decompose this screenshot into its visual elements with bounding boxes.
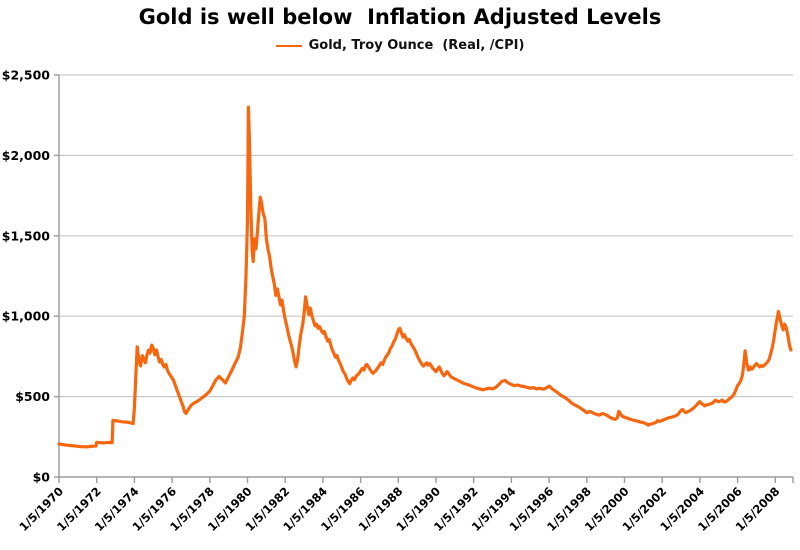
legend-label: Gold, Troy Ounce (Real, /CPI) xyxy=(308,38,525,53)
y-axis-label: $1,000 xyxy=(2,309,51,324)
y-axis-label: $500 xyxy=(15,389,50,404)
gold-price-line xyxy=(57,105,793,449)
y-axis-label: $2,000 xyxy=(2,148,51,163)
y-axis-label: $0 xyxy=(33,470,51,485)
y-axis-label: $2,500 xyxy=(2,68,51,83)
chart-title: Gold is well below Inflation Adjusted Le… xyxy=(138,5,662,29)
y-axis-label: $1,500 xyxy=(2,228,51,243)
legend-line-swatch xyxy=(275,44,302,47)
legend: Gold, Troy Ounce (Real, /CPI) xyxy=(0,38,800,53)
